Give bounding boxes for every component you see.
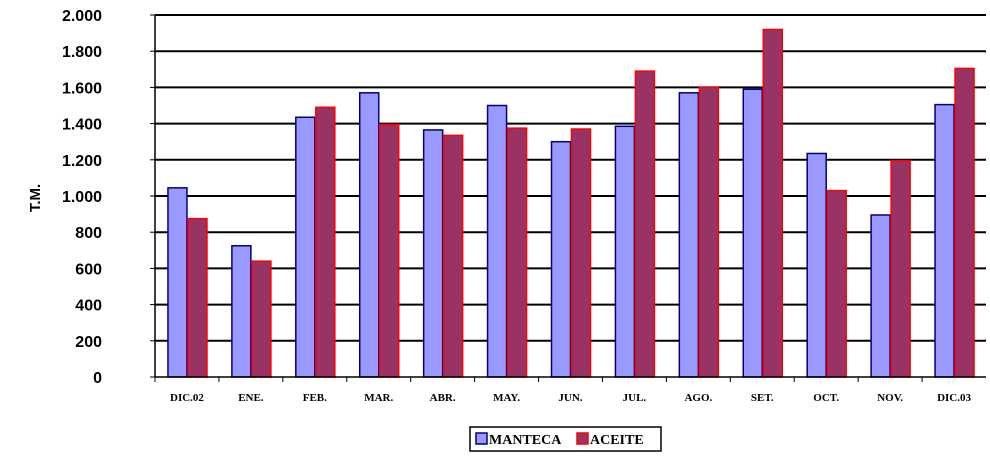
bar-aceite-may <box>506 127 528 378</box>
x-tick-label: DIC.03 <box>937 392 971 404</box>
x-tick-label: MAY. <box>493 392 520 404</box>
x-tick-label: ABR. <box>430 392 456 404</box>
y-tick-label: 1.600 <box>62 80 102 97</box>
bar-aceite-ene <box>251 260 272 378</box>
bar-manteca-nov <box>870 214 891 378</box>
axes <box>154 15 986 382</box>
bar-aceite-ago <box>698 86 720 378</box>
bar-manteca-dic03 <box>934 103 955 378</box>
bars-group <box>167 28 975 378</box>
bar-manteca-abr <box>422 129 444 378</box>
bar-manteca-ene <box>231 245 252 378</box>
x-tick-label: JUN. <box>558 392 582 404</box>
y-tick-label: 2.000 <box>62 8 102 25</box>
y-tick-label: 1.800 <box>62 44 102 61</box>
y-tick-label: 1.000 <box>62 189 102 206</box>
legend-swatch-aceite <box>576 432 589 445</box>
x-tick-label: AGO. <box>684 392 712 404</box>
y-tick-label: 1.200 <box>62 153 102 170</box>
bar-manteca-ago <box>678 92 700 378</box>
y-tick-label: 600 <box>75 261 102 278</box>
bar-manteca-set <box>742 88 764 378</box>
bar-manteca-dic02 <box>167 187 188 378</box>
x-tick-label: SET. <box>751 392 774 404</box>
y-tick-label: 800 <box>75 225 102 242</box>
bar-manteca-mar <box>358 92 380 378</box>
x-tick-labels: DIC.02 ENE. FEB. MAR. ABR. MAY. JUN. JUL. AGO. SE… <box>170 392 971 404</box>
bar-aceite-dic02 <box>187 217 208 378</box>
bar-aceite-set <box>762 28 784 378</box>
x-tick-label: FEB. <box>303 392 327 404</box>
bar-manteca-oct <box>806 152 827 378</box>
bar-aceite-jun <box>570 128 592 378</box>
bar-aceite-mar <box>378 123 400 378</box>
x-tick-label: OCT. <box>813 392 839 404</box>
legend-label-manteca: MANTECA <box>489 433 562 448</box>
y-axis-label: T.M. <box>27 184 44 212</box>
x-tick-label: MAR. <box>364 392 393 404</box>
x-tick-label: JUL. <box>623 392 647 404</box>
bar-manteca-feb <box>295 116 316 378</box>
bar-manteca-may <box>486 104 508 378</box>
legend-label-aceite: ACEITE <box>590 433 644 448</box>
y-tick-label: 400 <box>75 298 102 315</box>
y-tick-label: 200 <box>75 334 102 351</box>
legend-box <box>469 426 662 452</box>
bar-aceite-nov <box>890 159 911 378</box>
bar-aceite-abr <box>442 134 464 378</box>
bar-aceite-jul <box>634 70 656 378</box>
x-tick-label: NOV. <box>877 392 903 404</box>
y-tick-label: 0 <box>93 370 102 387</box>
x-tick-label: DIC.02 <box>170 392 204 404</box>
y-tick-label: 1.400 <box>62 117 102 134</box>
bar-manteca-jul <box>614 125 636 378</box>
x-tick-label: ENE. <box>238 392 264 404</box>
bar-aceite-feb <box>315 106 336 378</box>
y-tick-labels: 0 200 400 600 800 1.000 1.200 1.400 1.600 1.800 2.… <box>62 8 102 387</box>
bar-aceite-dic03 <box>954 67 975 378</box>
bar-manteca-jun <box>550 140 572 378</box>
bar-aceite-oct <box>826 189 847 378</box>
legend-swatch-manteca <box>475 432 488 445</box>
legend: MANTECA ACEITE <box>469 426 662 452</box>
